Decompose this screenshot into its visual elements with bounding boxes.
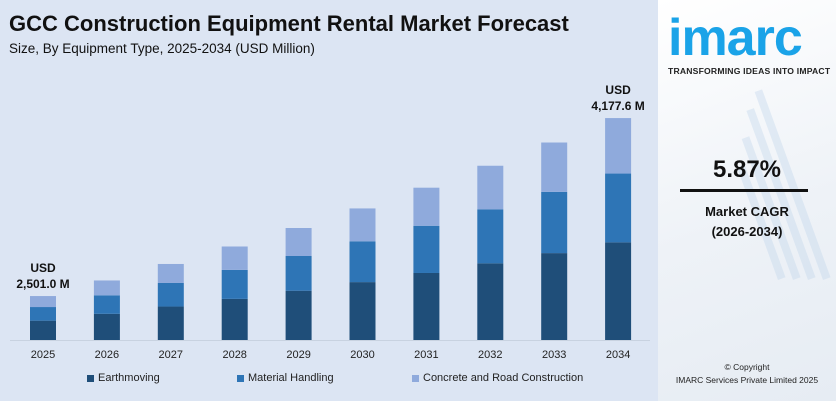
bar-segment-2033-0 <box>541 253 568 340</box>
stacked-bar-chart: 2025 USD 2,501.0 M 2026 2027 2028 2029 2030 2031… <box>10 83 650 361</box>
legend-item: Earthmoving <box>87 372 160 384</box>
copyright: © Copyright IMARC Services Private Limit… <box>658 361 836 387</box>
data-label-value: 2,501.0 M <box>16 277 69 291</box>
bar-segment-2033-2 <box>541 142 568 192</box>
bar-segment-2034-1 <box>605 173 632 243</box>
x-tick-label: 2029 <box>286 349 310 361</box>
bar-segment-2025-2 <box>30 296 56 308</box>
bar-segment-2031-0 <box>413 272 440 340</box>
bar-segment-2025-0 <box>30 320 56 340</box>
data-label-unit: USD <box>605 83 631 97</box>
bar-segment-2033-1 <box>541 191 568 254</box>
x-tick-label: 2030 <box>350 349 374 361</box>
cagr-label: Market CAGR (2026-2034) <box>658 202 836 242</box>
bar-segment-2029-1 <box>285 256 312 291</box>
copyright-line1: © Copyright <box>724 362 770 372</box>
legend-item: Concrete and Road Construction <box>412 372 583 384</box>
bar-segment-2032-2 <box>477 165 504 210</box>
bar-segment-2029-2 <box>285 228 312 257</box>
legend-label: Concrete and Road Construction <box>423 372 584 384</box>
bar-segment-2030-2 <box>349 208 376 242</box>
bar-segment-2034-0 <box>605 242 632 340</box>
bar-segment-2025-1 <box>30 307 56 321</box>
x-tick-label: 2034 <box>606 349 630 361</box>
bar-segment-2027-0 <box>157 306 184 340</box>
bar-segment-2026-2 <box>93 280 120 296</box>
cagr-label-text: Market CAGR <box>705 204 789 219</box>
imarc-logo: imarc <box>668 9 803 67</box>
chart-title: GCC Construction Equipment Rental Market… <box>9 11 569 36</box>
bar-segment-2031-1 <box>413 225 440 273</box>
info-panel: imarc TRANSFORMING IDEAS INTO IMPACT 5.8… <box>658 0 836 401</box>
x-tick-label: 2031 <box>414 349 438 361</box>
legend-swatch <box>87 374 94 382</box>
bar-segment-2026-1 <box>93 295 120 314</box>
bar-segment-2027-2 <box>157 263 184 283</box>
brand-tagline: TRANSFORMING IDEAS INTO IMPACT <box>668 66 831 76</box>
legend-label: Earthmoving <box>98 372 160 384</box>
x-tick-label: 2026 <box>95 349 119 361</box>
x-tick-label: 2033 <box>542 349 566 361</box>
chart-panel: GCC Construction Equipment Rental Market… <box>0 0 658 401</box>
bar-segment-2026-0 <box>93 313 120 340</box>
x-tick-label: 2027 <box>159 349 183 361</box>
background-chart-decoration <box>736 89 831 281</box>
legend-item: Material Handling <box>237 372 334 384</box>
data-label-unit: USD <box>30 261 56 275</box>
bar-segment-2028-2 <box>221 246 248 270</box>
bar-segment-2032-1 <box>477 209 504 264</box>
bar-segment-2028-0 <box>221 298 248 340</box>
chart-subtitle: Size, By Equipment Type, 2025-2034 (USD … <box>9 41 315 56</box>
legend-label: Material Handling <box>248 372 334 384</box>
cagr-value: 5.87% <box>712 156 782 183</box>
legend-swatch <box>237 374 244 382</box>
bar-segment-2030-0 <box>349 282 376 340</box>
legend-swatch <box>412 374 419 382</box>
bar-segment-2032-0 <box>477 263 504 340</box>
data-label-value: 4,177.6 M <box>591 99 644 113</box>
divider <box>680 189 808 192</box>
bar-segment-2028-1 <box>221 269 248 299</box>
x-tick-label: 2032 <box>478 349 502 361</box>
copyright-line2: IMARC Services Private Limited 2025 <box>675 375 819 385</box>
bar-segment-2031-2 <box>413 187 440 226</box>
bar-segment-2029-0 <box>285 290 312 340</box>
x-tick-label: 2028 <box>222 349 246 361</box>
bar-segment-2034-2 <box>605 118 632 174</box>
x-tick-label: 2025 <box>31 349 55 361</box>
cagr-period: (2026-2034) <box>711 224 783 239</box>
bar-segment-2030-1 <box>349 241 376 283</box>
bar-segment-2027-1 <box>157 282 184 307</box>
